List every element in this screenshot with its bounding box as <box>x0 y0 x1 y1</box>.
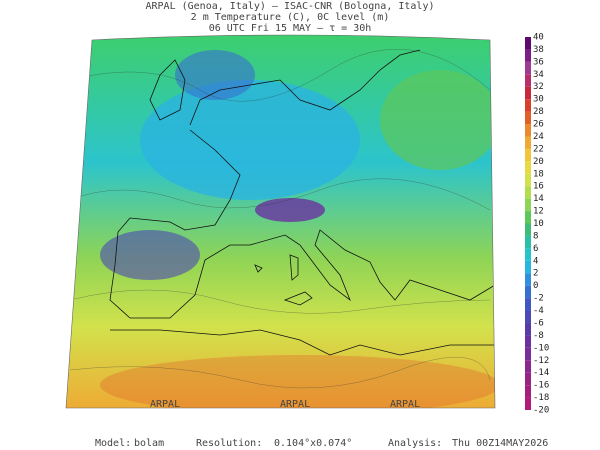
alps-cold <box>255 198 325 222</box>
colorbar-band <box>525 111 531 125</box>
colorbar-label: -18 <box>533 393 549 403</box>
iberia-cold <box>100 230 200 280</box>
colorbar-band <box>525 49 531 62</box>
watermark: ARPAL <box>150 399 180 410</box>
colorbar-label: -20 <box>533 406 549 416</box>
colorbar-label: 24 <box>533 132 544 142</box>
footer-label: Model: <box>95 438 131 449</box>
colorbar-band <box>525 397 531 410</box>
contour <box>69 178 491 211</box>
colorbar-label: 40 <box>533 33 544 43</box>
colorbar-band <box>525 285 531 299</box>
colorbar-label: 10 <box>533 219 544 229</box>
footer-value: Thu 00Z14MAY2026 <box>452 438 548 449</box>
colorbar-label: -8 <box>533 331 544 341</box>
colorbar-label: 30 <box>533 95 544 105</box>
island <box>254 254 313 306</box>
colorbar-band <box>525 198 531 212</box>
colorbar-label: 36 <box>533 57 544 67</box>
colorbar-label: 20 <box>533 157 544 167</box>
colorbar: 4038363432302826242220181614121086420-2-… <box>525 33 549 416</box>
colorbar-band <box>525 223 531 236</box>
colorbar-label: 34 <box>533 70 544 80</box>
colorbar-band <box>525 99 531 112</box>
contour <box>69 289 491 314</box>
colorbar-band <box>525 235 531 249</box>
colorbar-label: -4 <box>533 306 544 316</box>
map <box>66 35 495 408</box>
colorbar-label: 2 <box>533 269 538 279</box>
title-line: 2 m Temperature (C), 0C level (m) <box>191 12 390 23</box>
colorbar-band <box>525 136 531 149</box>
colorbar-band <box>525 335 531 348</box>
contour <box>69 356 491 389</box>
colorbar-band <box>525 273 531 286</box>
colorbar-band <box>525 310 531 323</box>
footer-value: bolam <box>134 438 164 449</box>
colorbar-label: 26 <box>533 120 544 130</box>
colorbar-label: 22 <box>533 144 544 154</box>
footer-label: Resolution: <box>196 438 262 449</box>
colorbar-band <box>525 148 531 162</box>
colorbar-label: 14 <box>533 194 544 204</box>
colorbar-band <box>525 248 531 261</box>
colorbar-band <box>525 186 531 199</box>
colorbar-band <box>525 260 531 274</box>
colorbar-band <box>525 372 531 386</box>
colorbar-label: -2 <box>533 294 544 304</box>
colorbar-band <box>525 37 531 50</box>
colorbar-band <box>525 61 531 75</box>
title-line: ARPAL (Genoa, Italy) – ISAC-CNR (Bologna… <box>146 1 435 12</box>
colorbar-band <box>525 161 531 174</box>
watermark: ARPAL <box>390 399 420 410</box>
contour <box>69 48 491 102</box>
colorbar-band <box>525 298 531 311</box>
colorbar-band <box>525 211 531 224</box>
colorbar-label: 12 <box>533 207 544 217</box>
colorbar-label: 6 <box>533 244 538 254</box>
footer-label: Analysis: <box>388 438 442 449</box>
colorbar-label: 32 <box>533 82 544 92</box>
colorbar-label: -14 <box>533 368 549 378</box>
east-area <box>380 70 495 170</box>
coastline <box>109 129 495 319</box>
colorbar-band <box>525 124 531 137</box>
colorbar-label: 18 <box>533 169 544 179</box>
colorbar-band <box>525 74 531 87</box>
colorbar-label: -6 <box>533 318 544 328</box>
cool-area <box>140 80 360 200</box>
colorbar-label: 16 <box>533 182 544 192</box>
domain-border <box>65 34 496 409</box>
colorbar-band <box>525 347 531 361</box>
colorbar-band <box>525 173 531 187</box>
colorbar-label: 38 <box>533 45 544 55</box>
colorbar-label: -12 <box>533 356 549 366</box>
colorbar-label: 8 <box>533 231 538 241</box>
coastline <box>189 49 421 126</box>
coastline <box>110 329 495 356</box>
footer-value: 0.104°x0.074° <box>274 438 352 449</box>
title-line: 06 UTC Fri 15 MAY – τ = 30h <box>209 23 372 34</box>
colorbar-label: -10 <box>533 343 549 353</box>
colorbar-band <box>525 322 531 336</box>
colorbar-band <box>525 86 531 100</box>
colorbar-label: 0 <box>533 281 538 291</box>
colorbar-label: 4 <box>533 256 538 266</box>
watermark: ARPAL <box>280 399 310 410</box>
colorbar-label: 28 <box>533 107 544 117</box>
colorbar-band <box>525 385 531 398</box>
colorbar-band <box>525 360 531 373</box>
colorbar-label: -16 <box>533 381 549 391</box>
